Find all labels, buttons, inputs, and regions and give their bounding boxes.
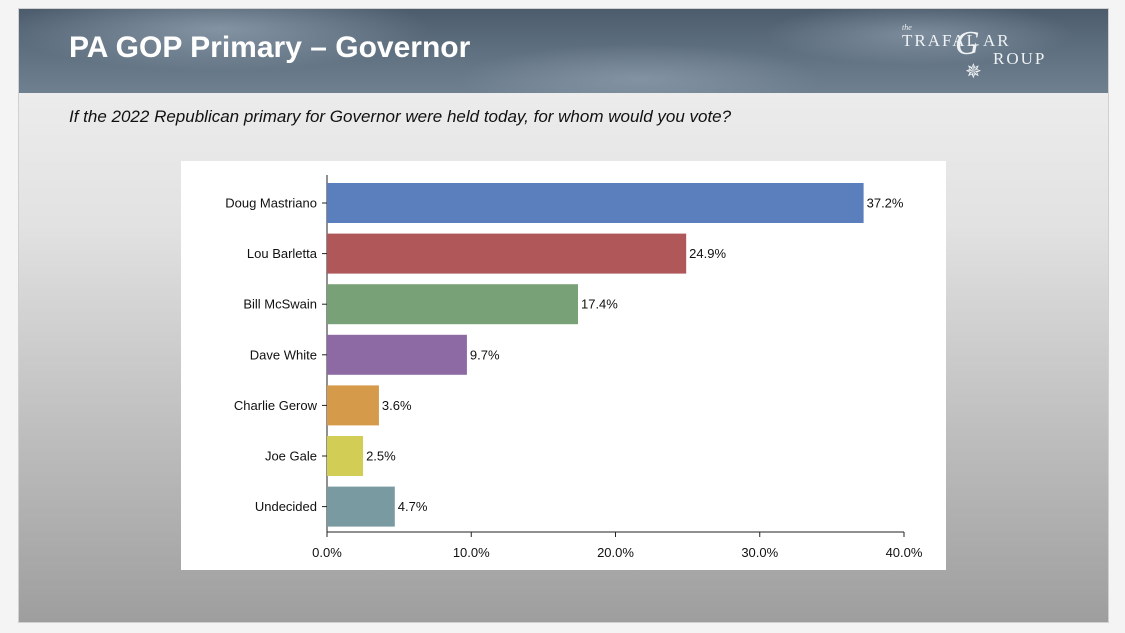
x-tick-label-2: 10.0% [453,545,490,560]
slide-title: PA GOP Primary – Governor [69,31,471,64]
x-tick-label-4: 30.0% [741,545,778,560]
x-tick-label-1: 0.0% [312,545,342,560]
category-label-6: Joe Gale [265,449,317,464]
value-label-3: 17.4% [581,297,618,312]
bar-7 [327,486,395,527]
bar-2 [327,233,687,274]
slide-header: PA GOP Primary – Governor the TRAFAL G A… [19,9,1108,93]
x-tick-label-3: 20.0% [597,545,634,560]
logo-g-letter: G [955,25,980,62]
bar-6 [327,436,364,476]
category-label-7: Undecided [255,499,317,514]
bar-5 [327,385,379,426]
trafalgar-group-logo: the TRAFAL G AR ROUP ✵ [899,23,1069,83]
category-label-5: Charlie Gerow [234,398,318,413]
category-label-1: Doug Mastriano [225,196,317,211]
compass-star-icon: ✵ [965,61,982,83]
logo-text-roup: ROUP [993,49,1047,68]
bar-1 [327,183,864,223]
category-label-3: Bill McSwain [243,297,317,312]
logo-text-trafal: TRAFAL [902,31,979,50]
bar-3 [327,284,578,325]
value-label-1: 37.2% [867,196,904,211]
value-label-4: 9.7% [470,347,500,362]
value-label-7: 4.7% [398,499,428,514]
logo-the: the [902,23,912,32]
survey-question: If the 2022 Republican primary for Gover… [69,107,732,126]
slide: PA GOP Primary – Governor the TRAFAL G A… [18,8,1109,623]
x-tick-label-5: 40.0% [886,545,923,560]
value-label-6: 2.5% [366,449,396,464]
value-label-5: 3.6% [382,398,412,413]
category-label-2: Lou Barletta [247,246,318,261]
value-label-2: 24.9% [689,246,726,261]
logo-text-ar: AR [983,31,1011,50]
chart-panel: Doug Mastriano 37.2% Lou Barletta 24.9% Bill… [181,161,946,570]
bar-chart: Doug Mastriano 37.2% Lou Barletta 24.9% Bill… [225,175,923,560]
category-label-4: Dave White [250,347,317,362]
bar-4 [327,334,467,375]
